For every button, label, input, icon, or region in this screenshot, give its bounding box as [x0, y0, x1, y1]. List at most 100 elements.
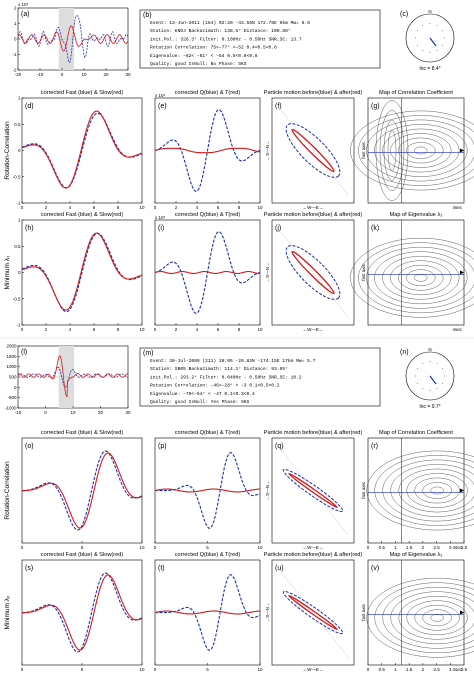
map-x-label: 0.5 [379, 667, 386, 672]
map-y-label: fast axis [361, 482, 366, 499]
qt-x-label: 10 [257, 667, 263, 672]
panel-title: Map of Eigenvalue λ₂ [390, 552, 443, 558]
stereonet-dot [436, 49, 438, 51]
slow-trace [21, 110, 143, 189]
fast-slow-x-label: 5 [81, 667, 84, 672]
trace-x-label: 10 [70, 410, 76, 415]
marker-arrow [460, 270, 464, 275]
fast-slow-x-label: 6 [93, 205, 96, 210]
panel-label: (h) [25, 225, 34, 232]
pm-x-label: ←W—E→ [303, 327, 324, 332]
pm-y-label: ←S—N→ [265, 141, 270, 161]
stereonet-dot [436, 387, 438, 389]
contour-line [422, 609, 452, 627]
qt-x-label: 0 [154, 327, 157, 332]
pm-after [288, 472, 338, 509]
contour-line [374, 582, 474, 654]
trace-y-label: 2000 [6, 344, 17, 349]
trace-x-label: 20 [103, 72, 109, 77]
qt-x-label: 0 [154, 667, 157, 672]
pm-before [282, 468, 344, 513]
contour-line [382, 459, 474, 522]
contour-line [390, 591, 474, 645]
fast-slow-x-label: 0 [21, 327, 24, 332]
contour-line [398, 264, 444, 291]
t-trace [154, 488, 260, 493]
info-line: init.Pol.: 293.2° Filter: 0.040Hz - 0.50… [150, 374, 302, 380]
trace-y-label: -500 [7, 395, 17, 400]
panel-title: corrected Fast (blue) & Slow(red) [41, 430, 124, 436]
contour-line [366, 577, 474, 658]
stereonet-dot [417, 44, 419, 46]
fast-slow-y-label: 0 [18, 270, 21, 275]
incidence-label: Inc = 9.7° [419, 404, 440, 410]
stereonet-dot [443, 37, 445, 39]
panel-title: Map of Correlation Coefficient [379, 430, 453, 436]
map-x-label: 0.5 [379, 545, 386, 550]
qt-x-label: 5 [206, 667, 209, 672]
contour-map [350, 100, 474, 201]
stereonet-dot [417, 30, 419, 32]
map-x-label: 3.5 [461, 545, 468, 550]
map-x-label: 3 [449, 545, 452, 550]
fast-slow-y-label: -0.5 [13, 174, 21, 179]
fast-slow-x-label: 10 [139, 205, 145, 210]
polarization-line [277, 567, 349, 658]
stereonet-dot [422, 387, 424, 389]
contour-line [398, 468, 474, 513]
panel-label: (k) [371, 225, 379, 232]
fast-slow-x-label: 8 [117, 327, 120, 332]
exponent-label: x 10⁴ [155, 93, 166, 98]
contour-line [374, 455, 474, 526]
contour-line [383, 120, 401, 181]
panel-title: Particle motion before(blue) & after(red… [264, 552, 363, 558]
panel-label: (p) [158, 443, 167, 450]
panel-title: Particle motion before(blue) & after(red… [264, 430, 363, 436]
fast-slow-x-label: 10 [139, 667, 145, 672]
panel-label: (q) [275, 443, 284, 450]
pm-y-label: ←S—N→ [265, 603, 270, 623]
qt-x-label: 0 [154, 205, 157, 210]
panel-title: corrected Q(blue) & T(red) [175, 552, 241, 558]
stereonet-dot [417, 382, 419, 384]
panel-axes [21, 97, 143, 204]
pm-before [285, 123, 341, 178]
contour-line [430, 613, 444, 622]
map-x-label: 1 [394, 667, 397, 672]
stereonet-dot [429, 23, 431, 25]
qt-x-label: 0 [154, 545, 157, 550]
qt-x-label: 2 [175, 327, 178, 332]
slow-trace [22, 574, 143, 651]
trace-x-label: 20 [98, 410, 104, 415]
trace-y-label: 2 [14, 6, 17, 11]
marker-arrow [460, 488, 464, 493]
qt-x-label: 10 [257, 327, 263, 332]
stereonet-dot [422, 49, 424, 51]
stereonet-dot [429, 51, 431, 53]
contour-line [398, 137, 444, 164]
contour-line [422, 482, 452, 499]
contour-line [366, 450, 474, 531]
contour-line [390, 464, 474, 517]
contour-line [406, 473, 468, 508]
qt-x-label: 4 [196, 205, 199, 210]
qt-x-label: 4 [196, 327, 199, 332]
stereonet-dot [441, 44, 443, 46]
map-x-label: 2 [422, 667, 425, 672]
contour-line [390, 133, 452, 168]
trace-slow [17, 25, 129, 52]
fast-slow-y-label: 1 [18, 218, 21, 223]
stereonet-dot [415, 375, 417, 377]
fast-slow-x-label: 2 [45, 205, 48, 210]
row-ylabel: Rotation-Correlation [4, 121, 11, 180]
fast-slow-x-label: 10 [139, 327, 145, 332]
panel-label: (d) [25, 103, 34, 110]
trace-y-label: -2 [12, 68, 16, 73]
trace-y-label: -1000 [5, 406, 17, 411]
info-line: Eigenvalue: –70<–64° < –47 0.1<0.3<0.4 [150, 391, 255, 397]
fast-slow-y-label: -1 [16, 201, 20, 206]
contour-line [379, 110, 405, 191]
trace-x-label: -20 [15, 72, 22, 77]
qt-x-label: 6 [217, 205, 220, 210]
trace-x-label: -10 [15, 410, 22, 415]
